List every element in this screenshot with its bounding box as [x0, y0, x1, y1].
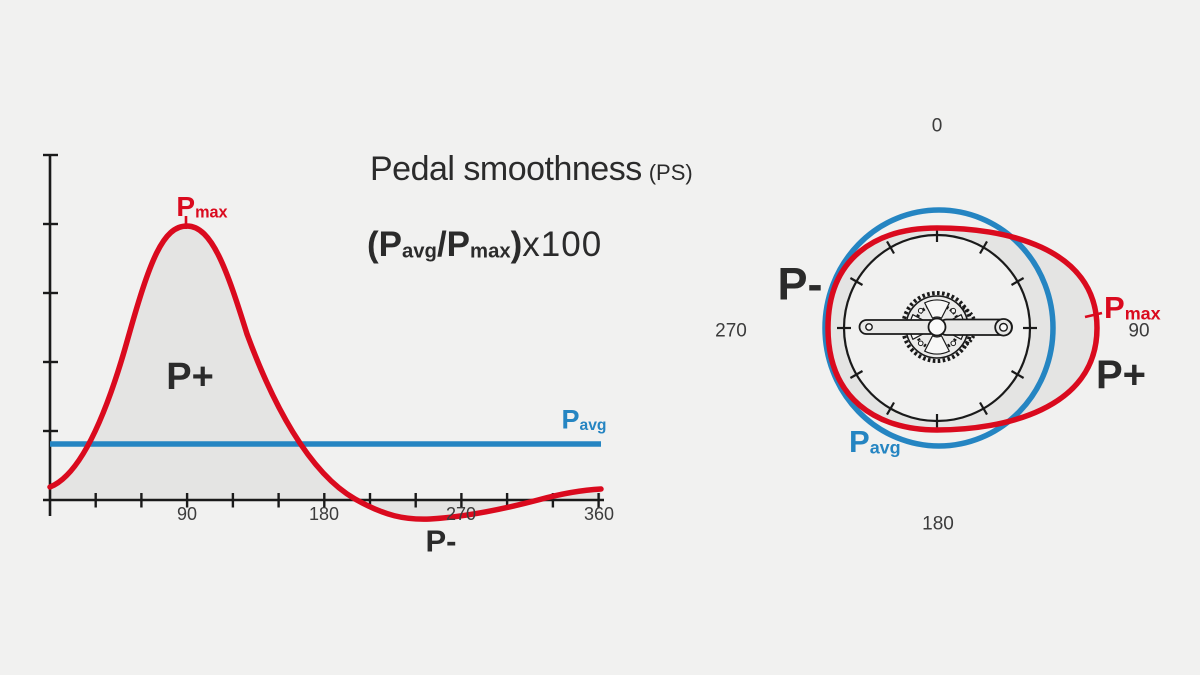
- page-title: Pedal smoothness (PS): [370, 152, 693, 186]
- left-pavg-label: Pavg: [561, 404, 607, 435]
- polar-angle-180: 180: [922, 513, 954, 535]
- polar-pminus-label: P-: [777, 258, 823, 310]
- x-tick-270: 270: [445, 504, 477, 524]
- polar-area-fill: [828, 228, 1097, 430]
- left-power-curve-chart: [43, 153, 604, 522]
- polar-pavg-label: Pavg: [849, 424, 901, 459]
- polar-angle-270: 270: [715, 320, 747, 342]
- title-text: Pedal smoothness: [370, 150, 642, 188]
- polar-pmax-label: Pmax: [1104, 290, 1161, 325]
- y-axis-ticks: [43, 153, 58, 433]
- power-polar-curve: [825, 225, 1100, 433]
- polar-angle-90: 90: [1128, 320, 1150, 342]
- crank-angle-ticks: [837, 228, 1037, 428]
- left-pmax-label: Pmax: [176, 191, 228, 222]
- formula: (Pavg/Pmax)x100: [367, 225, 603, 264]
- pavg-circle: [822, 207, 1056, 449]
- x-tick-360: 360: [583, 504, 615, 524]
- left-pminus-label: P-: [425, 523, 457, 559]
- x-tick-180: 180: [308, 504, 340, 524]
- right-polar-diagram: [822, 207, 1103, 449]
- crankset-illustration: [858, 291, 1013, 363]
- polar-angle-0: 0: [931, 115, 943, 137]
- left-pplus-label: P+: [166, 356, 214, 398]
- title-abbr: (PS): [648, 160, 693, 185]
- polar-pplus-label: P+: [1095, 353, 1147, 397]
- x-tick-90: 90: [176, 504, 198, 524]
- power-curve: [47, 223, 604, 522]
- pmax-pointer-line-right: [1084, 311, 1103, 319]
